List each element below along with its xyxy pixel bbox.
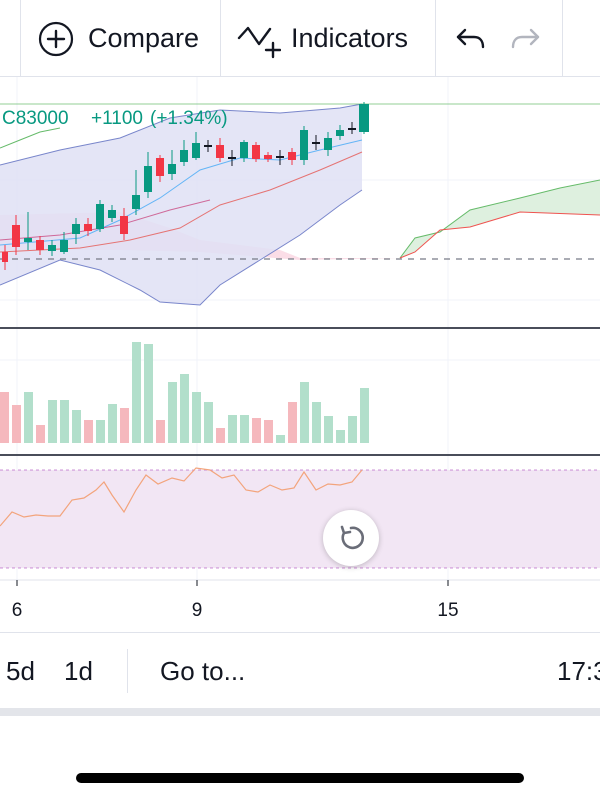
bollinger-upper: [0, 103, 363, 166]
candle: [60, 232, 68, 254]
legend-close: C83000: [2, 108, 69, 129]
ichimoku-cloud-fill: [400, 180, 600, 258]
candle: [72, 218, 80, 244]
goto-label: Go to...: [160, 655, 246, 686]
ichimoku-span-b: [399, 211, 600, 259]
undo-icon: [455, 25, 487, 53]
goto-button[interactable]: Go to...: [160, 633, 245, 709]
candle: [312, 135, 320, 150]
candle: [2, 245, 8, 270]
add-circle-icon: [38, 21, 74, 57]
ichimoku-span-a: [399, 179, 600, 259]
time-display[interactable]: 17:3: [557, 633, 600, 709]
reset-view-icon: [335, 522, 367, 554]
bollinger-lower: [0, 189, 363, 306]
candle: [324, 132, 332, 156]
indicators-icon: [237, 19, 281, 59]
candle: [288, 148, 296, 165]
bollinger-band-fill: [0, 104, 362, 305]
candle: [180, 140, 188, 166]
range-1d-label: 1d: [64, 655, 93, 686]
candle: [96, 200, 104, 232]
rsi-line: [0, 467, 363, 527]
time-label: 17:3: [557, 655, 600, 686]
legend-change: +1100: [91, 108, 143, 129]
candle: [156, 155, 164, 182]
reset-view-button[interactable]: [323, 510, 379, 566]
indicators-label: Indicators: [291, 23, 409, 53]
candle: [48, 240, 56, 256]
candle: [252, 142, 260, 162]
bottom-toolbar: 5d 1d Go to... 17:3: [0, 632, 600, 708]
candle: [84, 218, 92, 236]
toolbar-divider: [20, 0, 21, 77]
indicators-button[interactable]: Indicators: [237, 0, 408, 77]
candle: [336, 125, 344, 140]
redo-button[interactable]: [509, 0, 541, 77]
candle: [36, 236, 44, 255]
compare-label: Compare: [88, 23, 200, 53]
undo-button[interactable]: [455, 0, 487, 77]
x-axis-label: 9: [192, 600, 203, 621]
candle: [144, 152, 152, 198]
candle: [192, 132, 200, 160]
candle: [132, 170, 140, 215]
candlesticks: [2, 102, 369, 270]
candle: [216, 138, 224, 162]
volume-bars: [0, 342, 369, 443]
candle: [264, 152, 272, 162]
toolbar-divider: [435, 0, 436, 77]
home-indicator[interactable]: [76, 773, 524, 783]
chart-toolbar: Compare Indicators: [0, 0, 600, 77]
legend-change-pct: (+1.34%): [150, 108, 228, 129]
range-5d-label: 5d: [6, 655, 35, 686]
candle: [240, 140, 248, 162]
redo-icon: [509, 25, 541, 53]
candle: [24, 212, 32, 250]
ichimoku-lagging-span: [0, 127, 61, 149]
moving-average-line: [0, 151, 363, 253]
candle: [204, 140, 212, 152]
x-axis-label: 15: [437, 600, 458, 621]
range-1d-button[interactable]: 1d: [64, 633, 93, 709]
candle: [359, 102, 369, 134]
rsi-band: [0, 470, 600, 568]
candle: [108, 205, 116, 222]
compare-button[interactable]: Compare: [38, 0, 199, 77]
range-5d-button[interactable]: 5d: [6, 633, 35, 709]
candle: [228, 150, 236, 166]
candle: [276, 150, 284, 165]
x-axis-label: 6: [12, 600, 23, 621]
candle: [12, 215, 20, 255]
toolbar-divider: [220, 0, 221, 77]
bottom-divider: [127, 649, 128, 693]
bottom-divider-band: [0, 708, 600, 716]
chart-area[interactable]: C83000 +1100 (+1.34%): [0, 77, 600, 632]
candle: [168, 150, 176, 180]
candle: [300, 126, 308, 165]
candle: [120, 208, 128, 240]
toolbar-divider: [562, 0, 563, 77]
candle: [348, 122, 356, 134]
